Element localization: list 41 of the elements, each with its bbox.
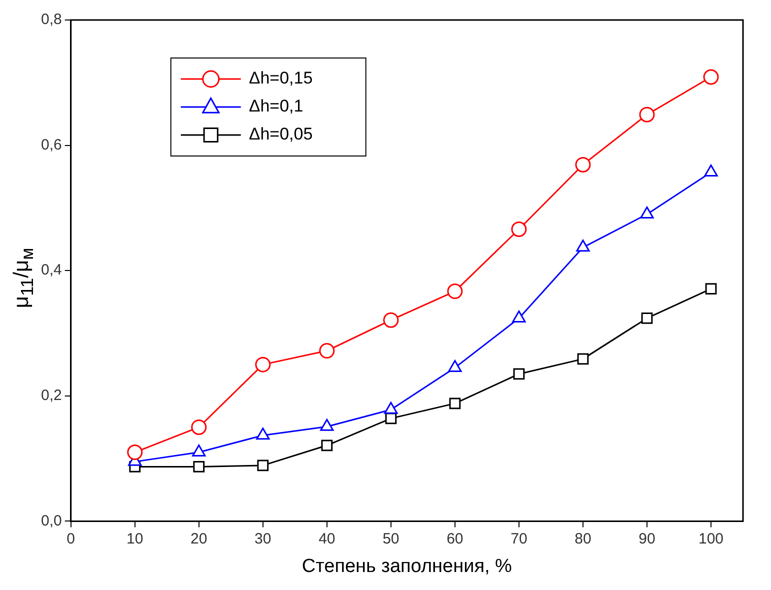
x-tick-label: 90 — [638, 530, 656, 548]
point — [383, 312, 399, 328]
legend-label: Δh=0,05 — [248, 124, 313, 144]
x-tick-label: 70 — [510, 530, 528, 548]
point — [192, 444, 206, 457]
point — [193, 460, 205, 472]
x-tick-label: 30 — [254, 530, 272, 548]
point — [321, 440, 333, 452]
point — [449, 398, 461, 410]
point — [703, 69, 719, 85]
x-tick-label: 100 — [698, 530, 724, 548]
point — [511, 222, 527, 237]
point — [577, 353, 589, 365]
x-tick-label: 40 — [318, 530, 336, 548]
x-tick-label: 60 — [446, 530, 464, 548]
point — [256, 428, 270, 440]
x-tick-label: 80 — [574, 530, 592, 548]
point — [575, 156, 591, 172]
x-tick-label: 0 — [66, 530, 76, 548]
y-tick-label: 0,4 — [40, 262, 62, 279]
point — [641, 312, 653, 324]
point — [319, 343, 335, 359]
x-tick-label: 20 — [190, 530, 208, 548]
y-tick-label: 0,8 — [40, 11, 62, 28]
point — [513, 368, 525, 380]
point — [447, 284, 463, 300]
point — [127, 444, 143, 460]
point — [257, 460, 269, 472]
point — [639, 106, 655, 122]
legend-label: Δh=0,15 — [248, 68, 313, 88]
y-tick-label: 0,2 — [40, 387, 62, 404]
y-tick-label: 0,0 — [40, 512, 62, 530]
x-tick-label: 10 — [126, 530, 144, 548]
point — [191, 419, 207, 435]
point — [385, 412, 397, 424]
x-axis-title: Степень заполнения, % — [302, 556, 512, 577]
point — [705, 283, 717, 294]
x-tick-label: 50 — [382, 530, 400, 548]
point — [255, 356, 271, 372]
y-tick-label: 0,6 — [40, 136, 62, 154]
legend-label: Δh=0,1 — [248, 96, 304, 116]
